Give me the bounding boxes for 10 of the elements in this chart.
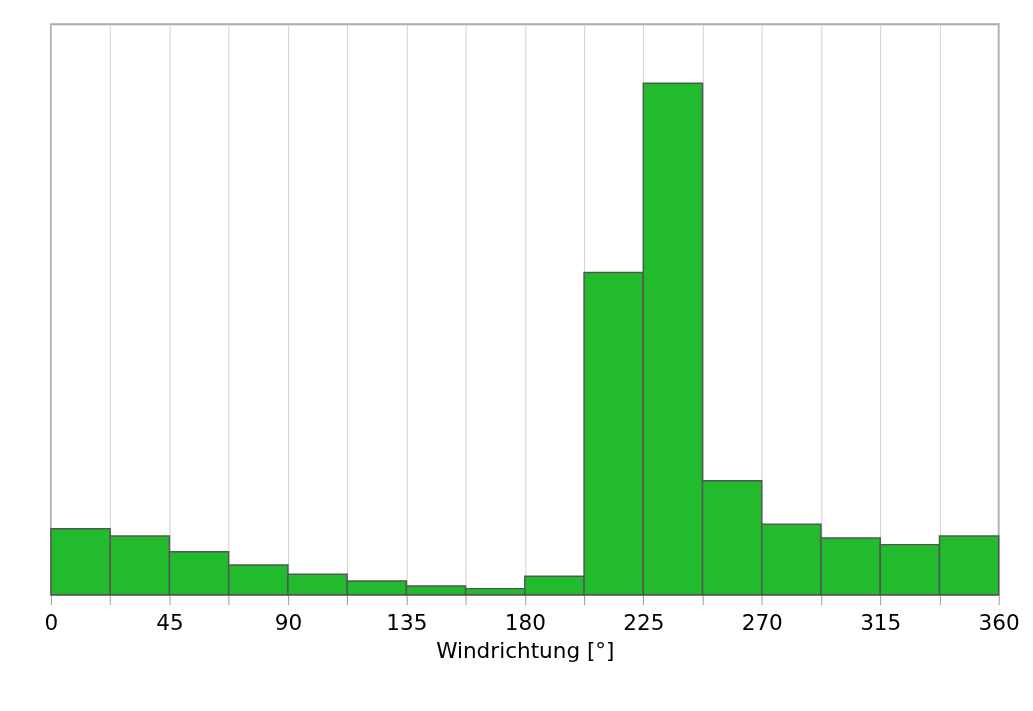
x-tick-label: 270 (741, 609, 783, 635)
x-tick-label: 315 (860, 609, 902, 635)
x-tick-label: 180 (504, 609, 546, 635)
x-tick-label: 90 (274, 609, 303, 635)
x-tick-label: 225 (623, 609, 665, 635)
x-tick-label: 360 (978, 609, 1020, 635)
x-tick-label: 0 (44, 609, 59, 635)
x-axis-title: Windrichtung [°] (436, 637, 615, 663)
x-tick-label: 45 (156, 609, 184, 635)
x-tick-label: 135 (386, 609, 428, 635)
